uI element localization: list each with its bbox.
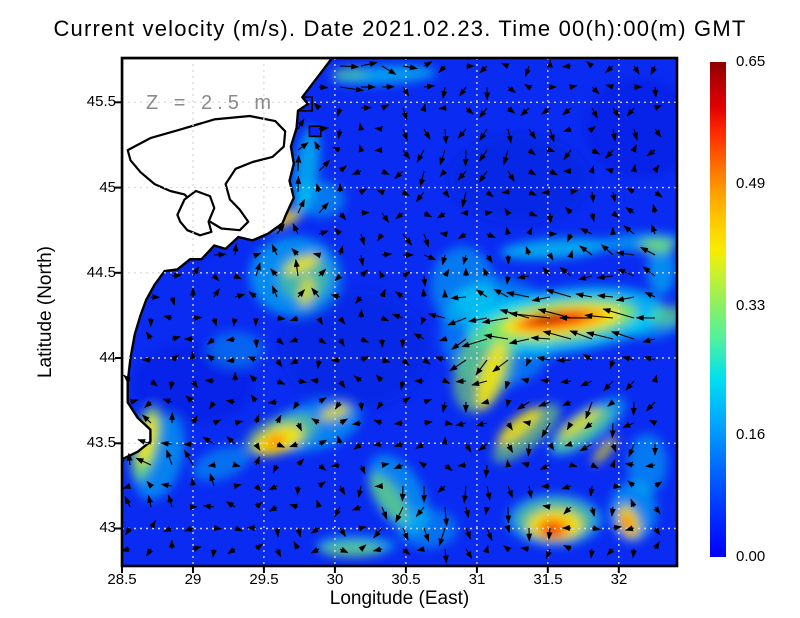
x-tick-label: 31.5 — [533, 571, 563, 588]
chart-title: Current velocity (m/s). Date 2021.02.23.… — [53, 16, 747, 41]
x-tick-label: 32 — [610, 571, 628, 588]
colorbar-tick-label: 0.65 — [736, 53, 766, 70]
lagoon-outline — [176, 189, 216, 237]
y-tick-label: 45 — [99, 179, 116, 196]
lagoon-outline — [126, 114, 287, 232]
current-vectors — [122, 59, 663, 564]
y-tick-label: 43.5 — [86, 434, 116, 451]
estuary-cell — [308, 125, 322, 138]
x-tick-label: 29.5 — [249, 571, 279, 588]
plot-frame — [120, 56, 679, 568]
y-tick-label: 44 — [99, 349, 116, 366]
map-plot — [115, 56, 679, 573]
y-tick-label: 43 — [99, 519, 116, 536]
colorbar — [710, 62, 726, 557]
axis-ticks — [115, 101, 620, 573]
x-tick-label: 30 — [326, 571, 344, 588]
y-axis-title: Latitude (North) — [35, 245, 56, 379]
y-tick-label: 45.5 — [86, 93, 116, 110]
x-axis-title: Longitude (East) — [329, 588, 470, 609]
y-tick-label: 44.5 — [86, 264, 116, 281]
x-tick-label: 29 — [184, 571, 202, 588]
colorbar-tick-label: 0.49 — [736, 175, 766, 192]
colorbar-tick-label: 0.00 — [736, 548, 766, 565]
colorbar-tick-label: 0.16 — [736, 426, 766, 443]
x-tick-label: 31 — [468, 571, 486, 588]
x-tick-label: 30.5 — [391, 571, 421, 588]
colorbar-tick-label: 0.33 — [736, 297, 766, 314]
x-tick-label: 28.5 — [107, 571, 137, 588]
depth-label: Z = 2.5 m — [146, 92, 277, 114]
